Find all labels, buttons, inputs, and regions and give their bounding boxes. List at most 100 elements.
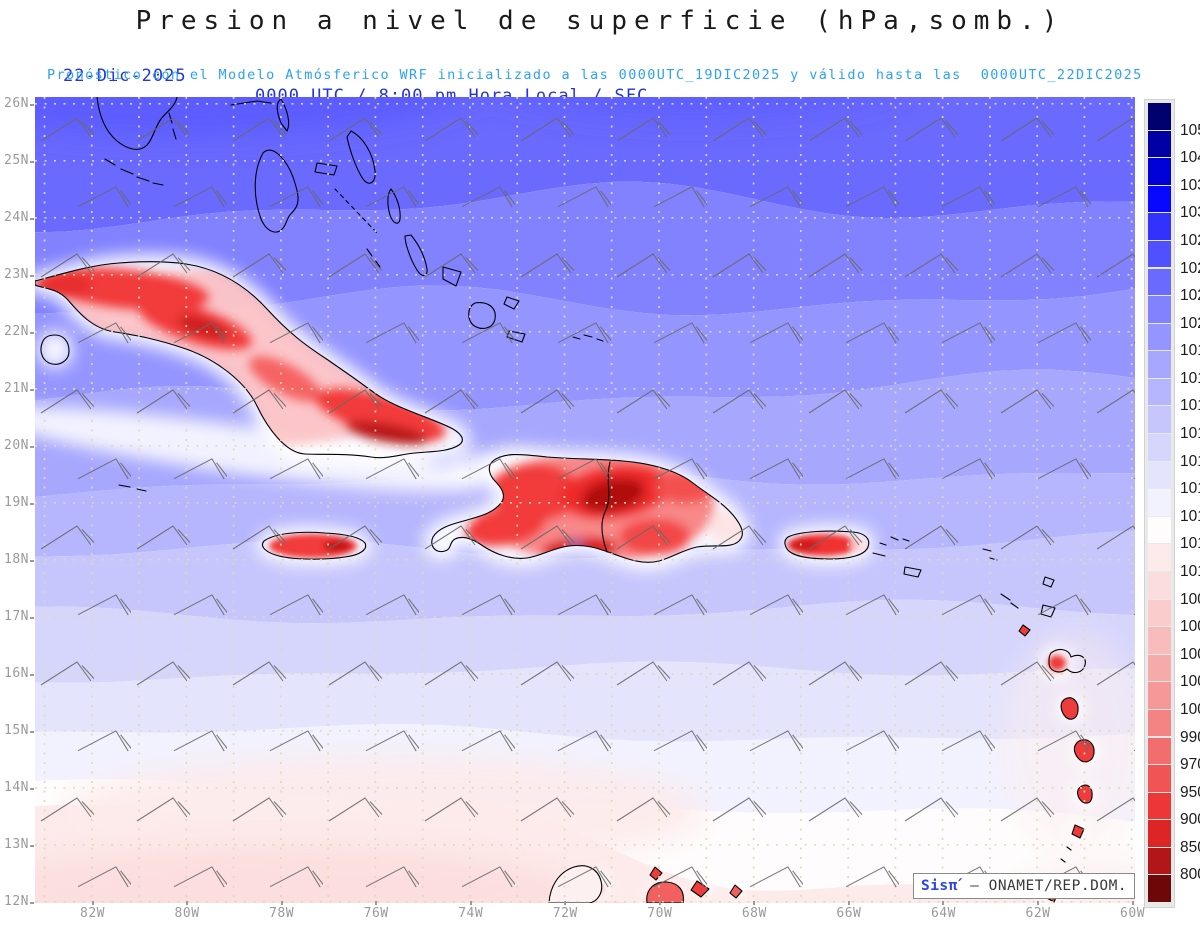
lat-tick xyxy=(30,389,34,391)
lon-label: 76W xyxy=(363,906,389,921)
lon-tick xyxy=(469,901,472,905)
lat-tick xyxy=(30,161,34,163)
colorbar-segment xyxy=(1148,323,1171,351)
colorbar-value: 1002 xyxy=(1180,673,1200,691)
colorbar-value: 970 xyxy=(1180,756,1200,774)
lon-tick xyxy=(91,901,94,905)
lon-label: 64W xyxy=(930,906,956,921)
lon-label: 74W xyxy=(458,906,484,921)
colorbar-value: 850 xyxy=(1180,838,1200,856)
datetime-line: 22-Dic-2025 0000 UTC / 8:00 pm Hora Loca… xyxy=(0,46,1200,106)
colorbar-segment xyxy=(1148,268,1171,296)
colorbar-segment xyxy=(1148,296,1171,323)
colorbar-segment xyxy=(1148,406,1171,433)
colorbar-segment xyxy=(1148,627,1171,654)
colorbar-value: 1018 xyxy=(1180,369,1200,387)
colorbar-segment xyxy=(1148,599,1171,627)
colorbar-segment xyxy=(1148,213,1171,240)
colorbar-segment xyxy=(1148,516,1171,544)
colorbar-value: 1022 xyxy=(1180,287,1200,305)
colorbar-value: 1050 xyxy=(1180,121,1200,139)
colorbar-value: 1017 xyxy=(1180,397,1200,415)
colorbar-value: 1008 xyxy=(1180,590,1200,608)
colorbar-value: 1016 xyxy=(1180,425,1200,442)
colorbar-value: 1019 xyxy=(1180,342,1200,360)
colorbar-value: 1025 xyxy=(1180,259,1200,277)
colorbar-value: 1028 xyxy=(1180,231,1200,249)
colorbar-segment xyxy=(1148,461,1171,489)
lat-label: 18N xyxy=(4,552,29,567)
colorbar-segment xyxy=(1148,158,1171,185)
lat-label: 16N xyxy=(4,666,29,681)
lon-label: 72W xyxy=(552,906,578,921)
colorbar-value: 950 xyxy=(1180,783,1200,801)
colorbar-value: 1000 xyxy=(1180,700,1200,718)
lat-label: 22N xyxy=(4,324,29,339)
lon-label: 70W xyxy=(647,906,673,921)
lat-label: 23N xyxy=(4,267,29,282)
colorbar-value: 1020 xyxy=(1180,314,1200,332)
lat-label: 13N xyxy=(4,837,29,852)
colorbar-segment xyxy=(1148,489,1171,516)
lat-tick xyxy=(30,845,34,847)
lon-tick xyxy=(1131,901,1134,905)
attribution-org: – ONAMET/REP.DOM. xyxy=(970,878,1128,894)
colorbar-segment xyxy=(1148,875,1171,902)
colorbar-value: 800 xyxy=(1180,866,1200,884)
colorbar-value: 1004 xyxy=(1180,645,1200,663)
lat-tick xyxy=(30,560,34,562)
lat-label: 12N xyxy=(4,894,29,909)
lat-tick xyxy=(30,104,34,106)
page-title: Presion a nivel de superficie (hPa,somb.… xyxy=(135,6,1065,36)
lat-tick xyxy=(30,902,34,904)
colorbar-segment xyxy=(1148,765,1171,792)
map-region: Sisπ ´ – ONAMET/REP.DOM. xyxy=(35,97,1135,903)
pressure-map-plot xyxy=(35,97,1135,903)
lat-label: 26N xyxy=(4,96,29,111)
lon-tick xyxy=(942,901,945,905)
colorbar-segment xyxy=(1148,847,1171,875)
lat-label: 25N xyxy=(4,153,29,168)
lon-label: 66W xyxy=(836,906,862,921)
colorbar-segment xyxy=(1148,737,1171,765)
colorbar-value: 1035 xyxy=(1180,176,1200,194)
colorbar-value: 1030 xyxy=(1180,204,1200,222)
colorbar-segment xyxy=(1148,792,1171,820)
lon-tick xyxy=(564,901,567,905)
attribution-box: Sisπ ´ – ONAMET/REP.DOM. xyxy=(913,873,1135,899)
colorbar-segment xyxy=(1148,654,1171,682)
lat-label: 21N xyxy=(4,381,29,396)
colorbar-value: 1013 xyxy=(1180,507,1200,525)
colorbar-segment xyxy=(1148,434,1171,461)
colorbar-value: 1015 xyxy=(1180,452,1200,470)
sispi-brand: Sisπ xyxy=(920,878,958,894)
sispi-accent: ´ xyxy=(954,878,965,894)
lat-tick xyxy=(30,332,34,334)
colorbar-value: 1014 xyxy=(1180,480,1200,498)
lon-label: 68W xyxy=(741,906,767,921)
lat-label: 19N xyxy=(4,495,29,510)
colorbar-segment xyxy=(1148,240,1171,268)
colorbar-segment xyxy=(1148,682,1171,709)
colorbar-value: 990 xyxy=(1180,728,1200,746)
colorbar-segment xyxy=(1148,709,1171,737)
colorbar-value: 1012 xyxy=(1180,535,1200,553)
colorbar-segment xyxy=(1148,103,1171,130)
colorbar-segment xyxy=(1148,820,1171,847)
lon-tick xyxy=(1037,901,1039,905)
lat-label: 24N xyxy=(4,210,29,225)
lat-label: 15N xyxy=(4,723,29,738)
lon-label: 82W xyxy=(80,906,105,921)
lon-label: 60W xyxy=(1120,906,1146,921)
colorbar-segment xyxy=(1148,572,1171,599)
colorbar-segment xyxy=(1148,378,1171,406)
lat-label: 17N xyxy=(4,609,29,624)
lon-tick xyxy=(847,901,850,905)
colorbar-segment xyxy=(1148,130,1171,158)
lon-tick xyxy=(658,901,661,905)
forecast-date: 22-Dic-2025 xyxy=(63,66,187,86)
lon-tick xyxy=(280,901,283,905)
colorbar-value: 1040 xyxy=(1180,149,1200,167)
